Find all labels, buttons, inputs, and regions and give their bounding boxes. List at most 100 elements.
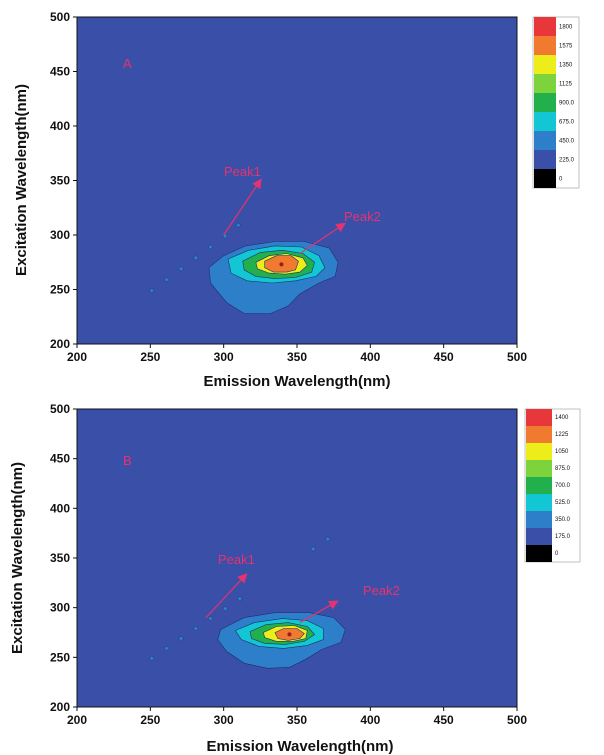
x-tick-label: 250 bbox=[140, 713, 160, 727]
legend-swatch bbox=[534, 17, 556, 36]
color-scale-legend: 1800 1575 1350 1125 900.0 675.0 450.0 225.0 0 bbox=[532, 16, 580, 189]
peak1-label: Peak1 bbox=[224, 164, 261, 179]
heatmap-panel-a: 200 250 300 350 400 450 500 200 250 300 350 400 450… bbox=[13, 10, 580, 390]
scatter-mark bbox=[324, 536, 331, 542]
scatter-mark bbox=[235, 222, 242, 229]
scatter-mark bbox=[310, 546, 316, 552]
scatter-mark bbox=[207, 244, 214, 250]
x-tick-label: 350 bbox=[287, 350, 307, 364]
peak-center-mark bbox=[279, 262, 284, 267]
legend-swatch bbox=[534, 169, 556, 188]
peak2-arrow bbox=[299, 222, 346, 255]
x-tick-label: 300 bbox=[214, 713, 234, 727]
x-tick-label: 400 bbox=[360, 350, 380, 364]
legend-swatch bbox=[534, 36, 556, 55]
x-ticks: 200 250 300 350 400 450 500 bbox=[67, 707, 527, 727]
legend-swatch bbox=[526, 409, 552, 426]
legend-label: 175.0 bbox=[555, 534, 571, 540]
y-tick-label: 200 bbox=[50, 337, 70, 351]
scatter-group bbox=[148, 536, 331, 662]
scatter-mark bbox=[192, 625, 199, 632]
y-tick-label: 400 bbox=[50, 501, 70, 515]
y-tick-label: 250 bbox=[50, 650, 70, 664]
legend-label: 675.0 bbox=[559, 119, 575, 125]
scatter-mark bbox=[222, 605, 228, 612]
x-tick-label: 350 bbox=[287, 713, 307, 727]
scatter-mark bbox=[236, 595, 243, 602]
legend-label: 1575 bbox=[559, 43, 573, 49]
x-tick-label: 200 bbox=[67, 713, 87, 727]
x-tick-label: 300 bbox=[214, 350, 234, 364]
y-axis-label: Excitation Wavelength(nm) bbox=[13, 84, 30, 276]
legend-label: 0 bbox=[559, 176, 563, 182]
scatter-group bbox=[148, 222, 242, 294]
y-tick-label: 300 bbox=[50, 228, 70, 242]
heatmap-panel-b: 200 250 300 350 400 450 500 200 250 300 350 400 450… bbox=[9, 402, 581, 755]
x-tick-label: 250 bbox=[140, 350, 160, 364]
legend-label: 700.0 bbox=[555, 483, 571, 489]
x-tick-label: 450 bbox=[434, 713, 454, 727]
legend-label: 1125 bbox=[559, 81, 573, 87]
legend-label: 0 bbox=[555, 551, 559, 557]
legend-swatch bbox=[534, 55, 556, 74]
legend-swatch bbox=[534, 112, 556, 131]
legend-label: 225.0 bbox=[559, 157, 575, 163]
legend-label: 1350 bbox=[559, 62, 573, 68]
peak-arrows bbox=[223, 178, 346, 255]
color-scale-legend: 1400 1225 1050 875.0 700.0 525.0 350.0 175.0 0 bbox=[524, 408, 581, 563]
legend-label: 1050 bbox=[555, 449, 569, 455]
scatter-mark bbox=[148, 655, 155, 662]
panel-label: A bbox=[123, 56, 132, 71]
legend-swatch bbox=[534, 131, 556, 150]
legend-swatch bbox=[526, 511, 552, 528]
x-axis-label: Emission Wavelength(nm) bbox=[204, 373, 391, 390]
x-tick-label: 500 bbox=[507, 350, 527, 364]
peak-arrows bbox=[205, 573, 339, 624]
legend-swatch bbox=[526, 477, 552, 494]
legend-swatch bbox=[534, 93, 556, 112]
x-tick-label: 400 bbox=[360, 713, 380, 727]
x-axis-label: Emission Wavelength(nm) bbox=[207, 738, 394, 755]
peak1-arrow bbox=[205, 573, 248, 619]
x-tick-label: 500 bbox=[507, 713, 527, 727]
scatter-mark bbox=[148, 287, 155, 294]
scatter-mark bbox=[192, 255, 199, 261]
y-tick-label: 350 bbox=[50, 174, 70, 188]
scatter-mark bbox=[163, 276, 170, 283]
peak2-label: Peak2 bbox=[344, 209, 381, 224]
y-tick-label: 250 bbox=[50, 283, 70, 297]
peak2-arrow bbox=[299, 600, 339, 624]
y-tick-label: 500 bbox=[50, 402, 70, 416]
peak-center-mark bbox=[287, 632, 292, 637]
x-ticks: 200 250 300 350 400 450 500 bbox=[67, 344, 527, 364]
legend-label: 525.0 bbox=[555, 500, 571, 506]
contour-group bbox=[217, 612, 346, 669]
legend-label: 1225 bbox=[555, 432, 569, 438]
peak1-label: Peak1 bbox=[218, 552, 255, 567]
legend-label: 900.0 bbox=[559, 100, 575, 106]
y-tick-label: 350 bbox=[50, 551, 70, 565]
peak2-label: Peak2 bbox=[363, 583, 400, 598]
y-tick-label: 300 bbox=[50, 601, 70, 615]
y-tick-label: 450 bbox=[50, 452, 70, 466]
legend-swatch bbox=[526, 460, 552, 477]
legend-label: 350.0 bbox=[555, 517, 571, 523]
peak1-arrow bbox=[223, 178, 262, 236]
legend-label: 450.0 bbox=[559, 138, 575, 144]
legend-swatch bbox=[526, 494, 552, 511]
scatter-mark bbox=[163, 645, 170, 652]
legend-swatch bbox=[526, 545, 552, 562]
legend-label: 1400 bbox=[555, 415, 569, 421]
scatter-mark bbox=[178, 265, 184, 272]
y-tick-label: 400 bbox=[50, 119, 70, 133]
scatter-mark bbox=[178, 635, 184, 642]
contour-group bbox=[208, 241, 339, 314]
legend-swatch bbox=[534, 74, 556, 93]
y-ticks: 200 250 300 350 400 450 500 bbox=[50, 402, 77, 714]
legend-label: 1800 bbox=[559, 24, 573, 30]
x-tick-label: 450 bbox=[434, 350, 454, 364]
panel-label: B bbox=[123, 453, 132, 468]
y-tick-label: 500 bbox=[50, 10, 70, 24]
scatter-mark bbox=[207, 615, 214, 622]
y-axis-label: Excitation Wavelength(nm) bbox=[9, 462, 26, 654]
